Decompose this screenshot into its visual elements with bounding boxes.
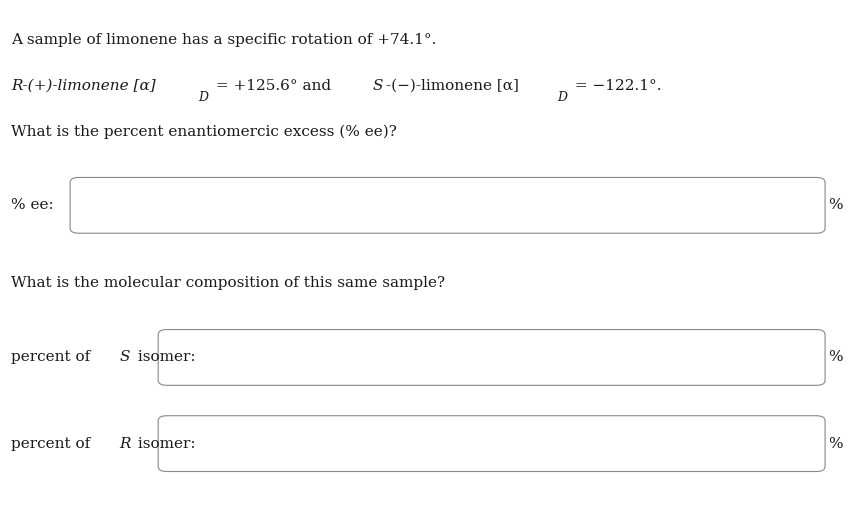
Text: %: % bbox=[828, 198, 842, 212]
Text: = +125.6° and: = +125.6° and bbox=[211, 79, 336, 93]
FancyBboxPatch shape bbox=[70, 177, 825, 233]
Text: isomer:: isomer: bbox=[133, 437, 196, 451]
Text: S: S bbox=[372, 79, 382, 93]
Text: %: % bbox=[828, 350, 842, 365]
Text: % ee:: % ee: bbox=[11, 198, 54, 212]
Text: S: S bbox=[120, 350, 130, 365]
Text: What is the percent enantiomercic excess (% ee)?: What is the percent enantiomercic excess… bbox=[11, 124, 397, 138]
Text: A sample of limonene has a specific rotation of +74.1°.: A sample of limonene has a specific rota… bbox=[11, 33, 437, 47]
Text: %: % bbox=[828, 437, 842, 451]
Text: -(−)-limonene [α]: -(−)-limonene [α] bbox=[386, 79, 518, 93]
FancyBboxPatch shape bbox=[158, 330, 825, 385]
FancyBboxPatch shape bbox=[158, 416, 825, 472]
Text: = −122.1°.: = −122.1°. bbox=[570, 79, 662, 93]
Text: D: D bbox=[557, 91, 567, 104]
Text: R: R bbox=[120, 437, 131, 451]
Text: percent of: percent of bbox=[11, 350, 95, 365]
Text: What is the molecular composition of this same sample?: What is the molecular composition of thi… bbox=[11, 276, 445, 291]
Text: isomer:: isomer: bbox=[133, 350, 196, 365]
Text: R-(+)-limonene [α]: R-(+)-limonene [α] bbox=[11, 79, 156, 93]
Text: D: D bbox=[198, 91, 208, 104]
Text: percent of: percent of bbox=[11, 437, 95, 451]
